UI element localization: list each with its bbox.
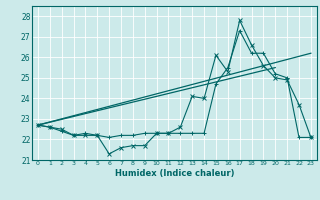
X-axis label: Humidex (Indice chaleur): Humidex (Indice chaleur) [115,169,234,178]
